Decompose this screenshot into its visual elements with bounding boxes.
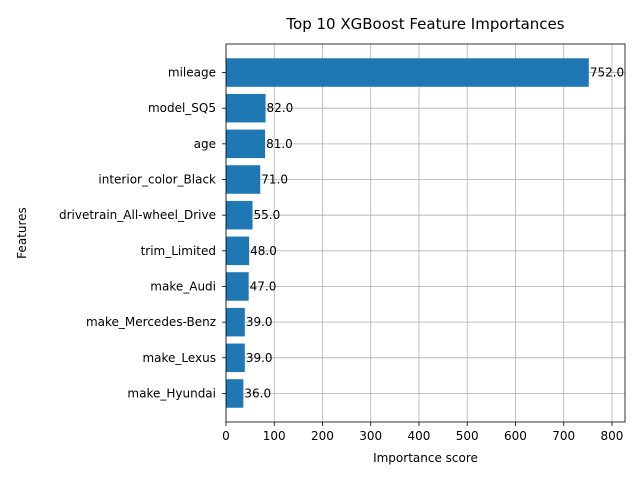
y-tick-label: interior_color_Black (98, 173, 216, 187)
x-axis-ticks: 0 100 200 300 400 500 600 700 800 (222, 422, 623, 443)
bar (226, 200, 253, 230)
y-tick-label: drivetrain_All-wheel_Drive (59, 208, 216, 222)
bar-value-label: 82.0 (267, 101, 294, 115)
grid-lines (225, 44, 625, 422)
bar-value-label: 81.0 (266, 137, 293, 151)
bar-value-label: 55.0 (254, 208, 281, 222)
x-tick-label: 500 (456, 429, 479, 443)
y-tick-label: make_Hyundai (127, 386, 216, 400)
bar-value-label: 71.0 (261, 173, 288, 187)
y-tick-label: make_Lexus (142, 351, 216, 365)
y-axis-label: Features (15, 207, 29, 259)
x-tick-label: 600 (504, 429, 527, 443)
y-tick-label: trim_Limited (141, 244, 216, 258)
bar-value-label: 36.0 (244, 386, 271, 400)
bar (226, 129, 266, 159)
bar (226, 379, 244, 408)
bar-value-label: 752.0 (590, 66, 624, 80)
bar-value-label: 47.0 (250, 279, 277, 293)
bar-value-label: 48.0 (250, 244, 277, 258)
plot-frame (225, 43, 626, 423)
bar (226, 93, 266, 123)
bar-value-label: 39.0 (246, 351, 273, 365)
x-tick-label: 100 (263, 429, 286, 443)
bar-value-label: 39.0 (246, 315, 273, 329)
y-tick-label: make_Audi (150, 279, 216, 293)
x-tick-label: 300 (359, 429, 382, 443)
bar (226, 165, 261, 194)
y-tick-label: make_Mercedes-Benz (86, 315, 216, 329)
data-labels: 752.0 82.0 81.0 71.0 55.0 48.0 47.0 39.0 39.0 36.… (244, 66, 624, 401)
bar (226, 272, 249, 301)
y-tick-label: model_SQ5 (148, 101, 216, 115)
x-tick-label: 800 (601, 429, 624, 443)
bars (226, 58, 589, 408)
x-tick-label: 0 (222, 429, 230, 443)
bar (226, 236, 250, 266)
bar (226, 58, 589, 87)
bar (226, 343, 245, 373)
chart-title: Top 10 XGBoost Feature Importances (285, 15, 564, 33)
x-tick-label: 200 (311, 429, 334, 443)
x-tick-label: 700 (552, 429, 575, 443)
x-tick-label: 400 (408, 429, 431, 443)
bar (226, 307, 245, 337)
x-axis-label: Importance score (373, 451, 478, 465)
y-tick-label: mileage (168, 66, 216, 80)
y-tick-label: age (194, 137, 216, 151)
